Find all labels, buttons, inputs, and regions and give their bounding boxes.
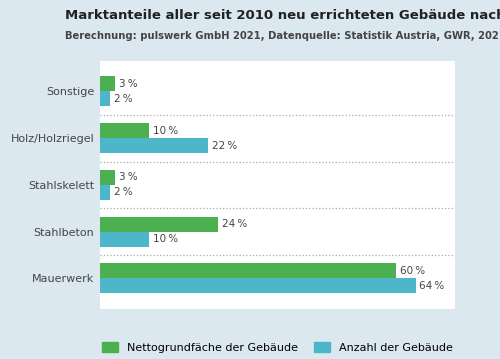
Text: Berechnung: pulswerk GmbH 2021, Datenquelle: Statistik Austria, GWR, 2021: Berechnung: pulswerk GmbH 2021, Datenque… [65, 31, 500, 41]
Bar [100, 232, 150, 247]
Bar [100, 170, 115, 185]
Text: 10 %: 10 % [153, 126, 178, 136]
Text: 60 %: 60 % [400, 266, 425, 276]
Text: 3 %: 3 % [118, 79, 138, 89]
Text: 2 %: 2 % [114, 94, 132, 104]
Bar [100, 92, 110, 106]
Bar [100, 278, 416, 293]
Text: 3 %: 3 % [118, 172, 138, 182]
Bar [100, 264, 396, 278]
Bar [100, 185, 110, 200]
Text: 2 %: 2 % [114, 187, 132, 197]
Text: 10 %: 10 % [153, 234, 178, 244]
Text: 22 %: 22 % [212, 141, 238, 151]
Bar [100, 138, 208, 153]
Text: 24 %: 24 % [222, 219, 248, 229]
Legend: Nettogrundfäche der Gebäude, Anzahl der Gebäude: Nettogrundfäche der Gebäude, Anzahl der … [98, 338, 457, 358]
Bar [100, 217, 218, 232]
Bar [100, 76, 115, 92]
Text: 64 %: 64 % [420, 281, 445, 291]
Text: Marktanteile aller seit 2010 neu errichteten Gebäude nach Bauweisen: Marktanteile aller seit 2010 neu erricht… [65, 9, 500, 22]
Bar [100, 123, 150, 138]
